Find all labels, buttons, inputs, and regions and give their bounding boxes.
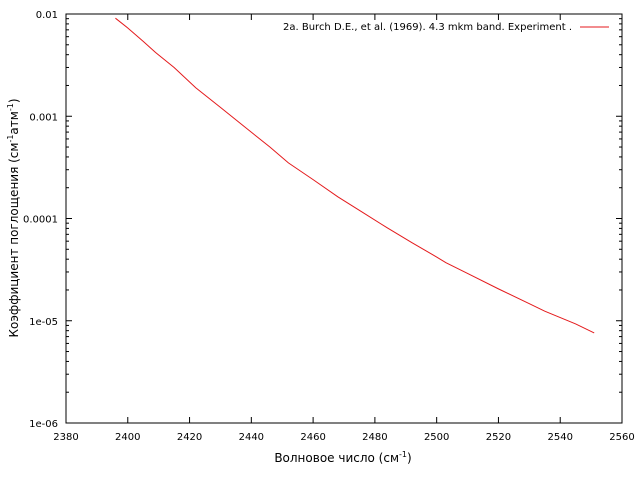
x-axis-title: Волновое число (см-1) — [274, 450, 411, 465]
x-tick-label: 2420 — [177, 432, 202, 443]
y-axis-title-superscript-1: -1 — [6, 135, 15, 143]
y-axis-title-superscript-2: -1 — [6, 103, 15, 111]
x-tick-label: 2540 — [547, 432, 572, 443]
x-tick-label: 2380 — [53, 432, 78, 443]
x-tick-label: 2480 — [362, 432, 387, 443]
series-line-0 — [115, 17, 595, 334]
x-tick-label: 2520 — [486, 432, 511, 443]
y-axis-title: Коэффициент поглощения (см-1атм-1) — [6, 98, 21, 337]
y-tick-label: 1e-06 — [29, 419, 58, 430]
legend: 2a. Burch D.E., et al. (1969). 4.3 mkm b… — [283, 22, 609, 33]
legend-label: 2a. Burch D.E., et al. (1969). 4.3 mkm b… — [283, 22, 572, 33]
y-tick-label: 0.01 — [36, 10, 58, 21]
y-axis-title-main: Коэффициент поглощения (см — [7, 143, 21, 338]
x-tick-label: 2500 — [424, 432, 449, 443]
x-tick-label: 2400 — [115, 432, 140, 443]
y-axis-title-end: ) — [7, 98, 21, 103]
y-tick-label: 1e-05 — [29, 317, 58, 328]
x-tick-label: 2560 — [609, 432, 634, 443]
y-tick-label: 0.001 — [29, 112, 58, 123]
y-tick-label: 0.0001 — [23, 215, 58, 226]
x-axis-title-main: Волновое число (см — [274, 451, 399, 465]
series-group — [115, 17, 595, 334]
x-axis-title-end: ) — [407, 451, 412, 465]
x-tick-label: 2460 — [300, 432, 325, 443]
y-axis-ticks: 1e-06 1e-05 0.0001 0.001 0.01 — [23, 10, 622, 430]
x-axis-ticks: 2380 2400 2420 2440 2460 2480 2500 2520 2540 2560 — [53, 14, 635, 443]
x-tick-label: 2440 — [239, 432, 264, 443]
y-axis-title-middle: атм — [7, 111, 21, 134]
x-axis-title-superscript: -1 — [399, 450, 407, 459]
